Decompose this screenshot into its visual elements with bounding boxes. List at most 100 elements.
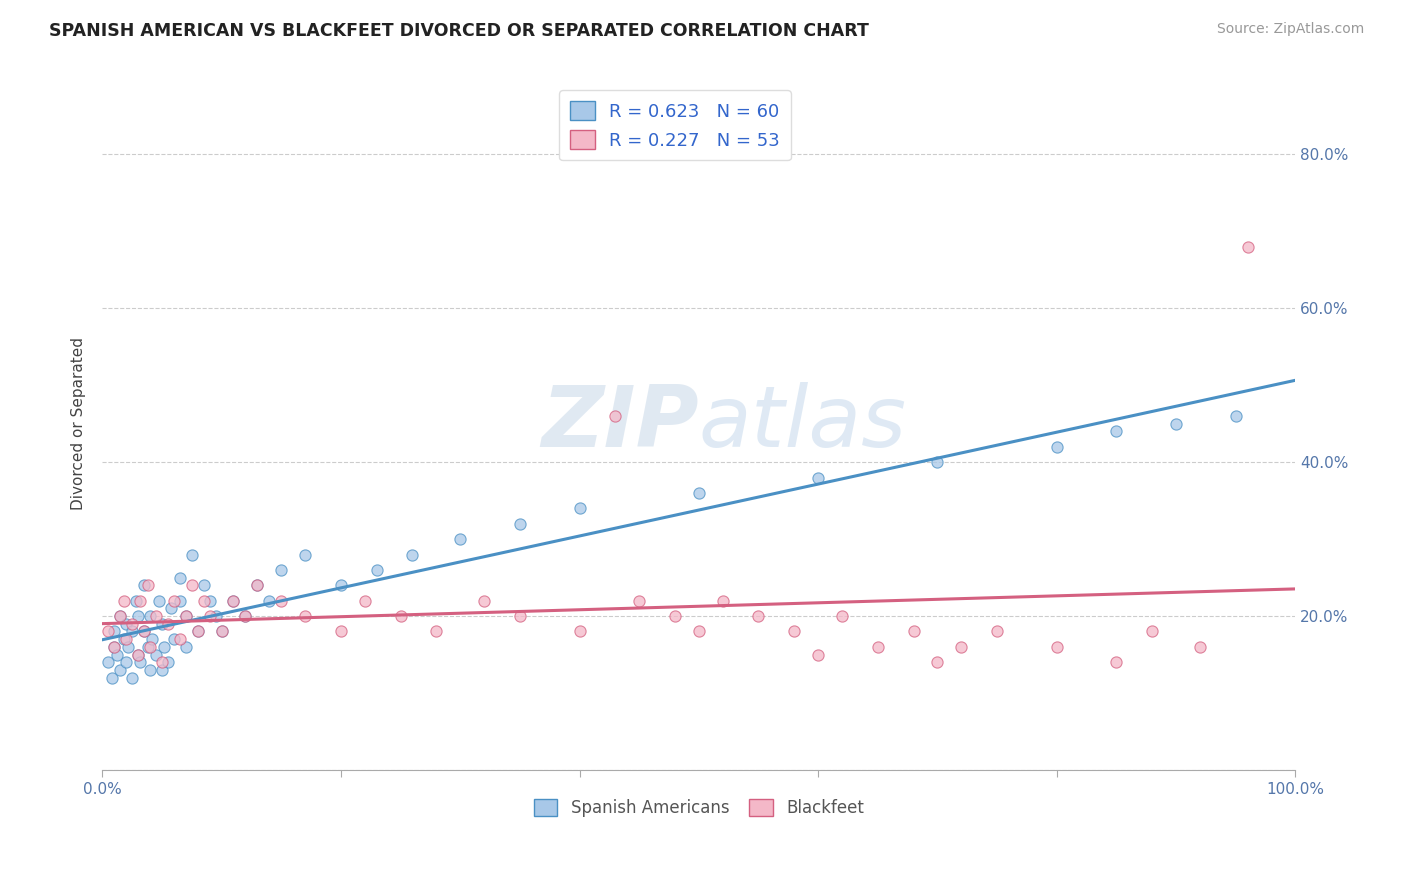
Point [472, 593, 495, 607]
Point [222, 593, 245, 607]
Point [145, 609, 167, 624]
Point [1105, 655, 1128, 669]
Point [150, 663, 173, 677]
Point [103, 624, 125, 639]
Point [117, 640, 139, 654]
Point [246, 578, 269, 592]
Point [950, 640, 973, 654]
Point [509, 609, 531, 624]
Point [831, 609, 853, 624]
Point [1225, 409, 1247, 423]
Point [141, 632, 163, 647]
Point [105, 648, 128, 662]
Point [127, 648, 149, 662]
Point [169, 571, 191, 585]
Point [97, 655, 120, 669]
Point [1046, 640, 1069, 654]
Point [129, 655, 152, 669]
Point [132, 624, 155, 639]
Point [204, 609, 226, 624]
Point [121, 616, 143, 631]
Point [235, 609, 257, 624]
Point [807, 470, 830, 484]
Point [139, 640, 162, 654]
Point [153, 640, 176, 654]
Point [449, 532, 471, 546]
Point [1236, 240, 1258, 254]
Point [115, 616, 138, 631]
Point [139, 609, 162, 624]
Point [160, 601, 183, 615]
Point [401, 548, 423, 562]
Point [903, 624, 925, 639]
Point [136, 640, 159, 654]
Point [169, 632, 191, 647]
Point [270, 593, 292, 607]
Point [866, 640, 889, 654]
Point [108, 609, 131, 624]
Point [366, 563, 388, 577]
Point [927, 655, 949, 669]
Point [132, 578, 155, 592]
Point [193, 593, 215, 607]
Point [108, 663, 131, 677]
Point [270, 563, 292, 577]
Point [150, 655, 173, 669]
Point [187, 624, 209, 639]
Point [568, 624, 591, 639]
Point [108, 609, 131, 624]
Point [605, 409, 627, 423]
Point [294, 609, 316, 624]
Point [222, 593, 245, 607]
Point [187, 624, 209, 639]
Point [121, 671, 143, 685]
Point [180, 578, 202, 592]
Point [112, 632, 135, 647]
Text: ZIP: ZIP [541, 382, 699, 466]
Point [100, 671, 122, 685]
Point [103, 640, 125, 654]
Point [235, 609, 257, 624]
Point [148, 593, 170, 607]
Point [211, 624, 233, 639]
Point [127, 648, 149, 662]
Point [127, 609, 149, 624]
Text: Source: ZipAtlas.com: Source: ZipAtlas.com [1216, 22, 1364, 37]
Text: SPANISH AMERICAN VS BLACKFEET DIVORCED OR SEPARATED CORRELATION CHART: SPANISH AMERICAN VS BLACKFEET DIVORCED O… [49, 22, 869, 40]
Point [121, 624, 143, 639]
Point [747, 609, 769, 624]
Point [1142, 624, 1164, 639]
Point [927, 455, 949, 469]
Point [103, 640, 125, 654]
Point [156, 655, 179, 669]
Point [1105, 425, 1128, 439]
Point [115, 655, 138, 669]
Point [193, 578, 215, 592]
Point [688, 486, 710, 500]
Point [163, 632, 186, 647]
Point [688, 624, 710, 639]
Point [150, 616, 173, 631]
Point [139, 663, 162, 677]
Point [807, 648, 830, 662]
Point [115, 632, 138, 647]
Point [156, 616, 179, 631]
Text: atlas: atlas [699, 382, 907, 466]
Point [259, 593, 281, 607]
Point [198, 609, 221, 624]
Point [1166, 417, 1188, 431]
Point [169, 593, 191, 607]
Point [711, 593, 734, 607]
Point [294, 548, 316, 562]
Point [329, 578, 352, 592]
Point [246, 578, 269, 592]
Point [425, 624, 447, 639]
Point [145, 648, 167, 662]
Point [163, 593, 186, 607]
Point [1046, 440, 1069, 454]
Point [97, 624, 120, 639]
Point [986, 624, 1008, 639]
Point [174, 640, 197, 654]
Point [174, 609, 197, 624]
Point [211, 624, 233, 639]
